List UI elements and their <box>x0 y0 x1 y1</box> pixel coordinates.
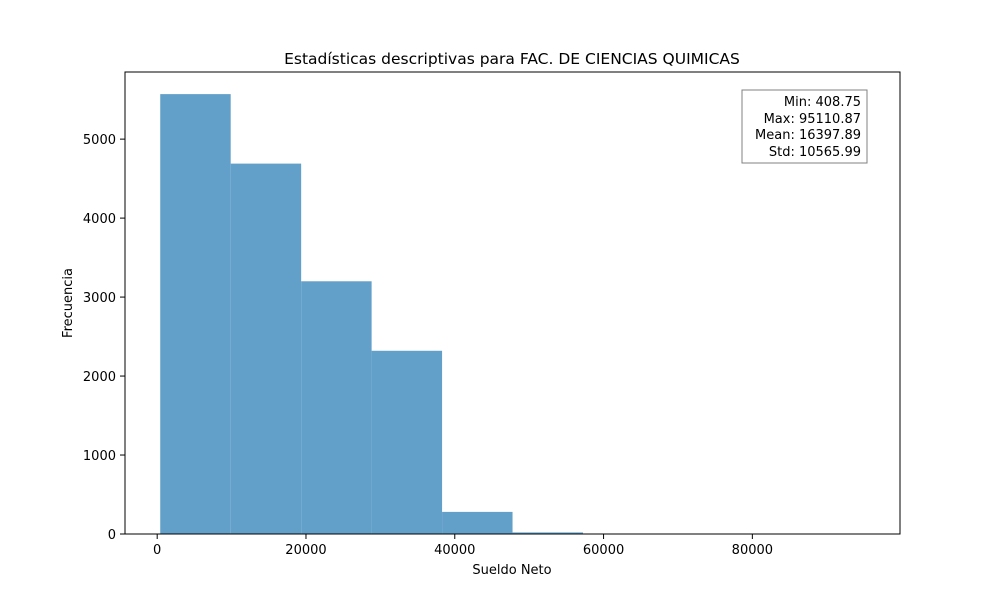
x-tick-label: 60000 <box>583 543 624 558</box>
stat-max: Max: 95110.87 <box>764 112 861 127</box>
chart-title: Estadísticas descriptivas para FAC. DE C… <box>284 50 740 68</box>
stat-std: Std: 10565.99 <box>769 145 861 160</box>
x-tick-label: 80000 <box>732 543 773 558</box>
x-axis-ticks: 0 20000 40000 60000 80000 <box>153 534 773 558</box>
y-tick-label: 5000 <box>83 133 116 148</box>
x-axis-label: Sueldo Neto <box>472 563 551 578</box>
y-tick-label: 1000 <box>83 449 116 464</box>
histogram-bar-5 <box>442 511 513 534</box>
x-tick-label: 0 <box>153 543 161 558</box>
y-tick-label: 0 <box>108 528 116 543</box>
y-axis-ticks: 0 1000 2000 3000 4000 5000 <box>83 133 125 543</box>
y-tick-label: 3000 <box>83 291 116 306</box>
y-tick-label: 2000 <box>83 370 116 385</box>
stat-mean: Mean: 16397.89 <box>755 128 861 143</box>
y-tick-label: 4000 <box>83 212 116 227</box>
histogram-bar-3 <box>301 281 372 534</box>
x-tick-label: 40000 <box>434 543 475 558</box>
stats-box: Min: 408.75 Max: 95110.87 Mean: 16397.89… <box>741 89 868 164</box>
histogram-bar-2 <box>230 163 302 535</box>
plot-frame <box>124 71 901 535</box>
stat-min: Min: 408.75 <box>784 95 861 110</box>
stats-box-frame <box>741 89 868 164</box>
histogram-bar-6 <box>512 532 583 534</box>
x-tick-label: 20000 <box>285 543 326 558</box>
histogram-bars <box>160 94 865 535</box>
histogram-bar-4 <box>371 350 443 534</box>
histogram-bar-1 <box>160 94 231 535</box>
y-axis-label: Frecuencia <box>61 268 76 338</box>
